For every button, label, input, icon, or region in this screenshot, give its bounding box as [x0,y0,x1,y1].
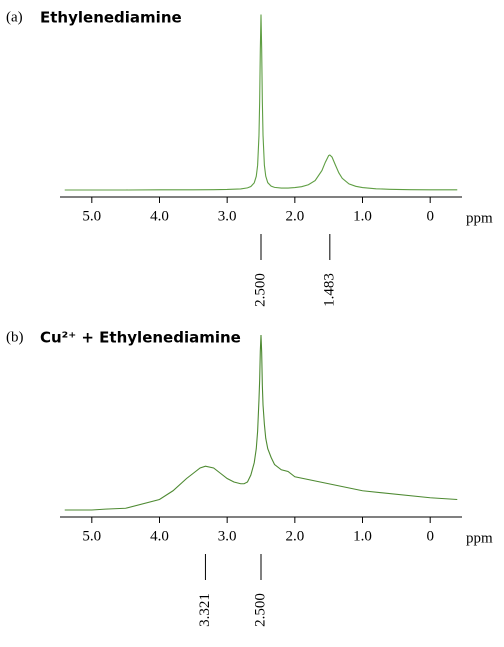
x-tick-label: 5.0 [82,528,101,544]
x-tick-label: 5.0 [82,208,101,224]
spectrum-line [64,14,458,191]
x-tick-label: 1.0 [353,528,372,544]
x-tick-label: 3.0 [218,208,237,224]
x-tick-label: 2.0 [285,528,304,544]
spectrum-line [64,334,458,511]
x-tick-label: 3.0 [218,528,237,544]
x-axis-label: ppm [466,530,493,546]
panel-label: (a) [6,9,23,25]
x-tick-label: 0 [426,528,434,544]
peak-label: 2.500 [252,593,268,627]
panel-label: (b) [6,329,24,345]
peak-label: 1.483 [321,273,337,307]
x-tick-label: 0 [426,208,434,224]
chart-title: Ethylenediamine [40,9,182,27]
peak-label: 2.500 [252,273,268,307]
x-tick-label: 1.0 [353,208,372,224]
x-tick-label: 4.0 [150,208,169,224]
x-tick-label: 4.0 [150,528,169,544]
x-axis-label: ppm [466,210,493,226]
peak-label: 3.321 [197,593,213,627]
x-tick-label: 2.0 [285,208,304,224]
chart-title: Cu²⁺ + Ethylenediamine [40,329,241,347]
